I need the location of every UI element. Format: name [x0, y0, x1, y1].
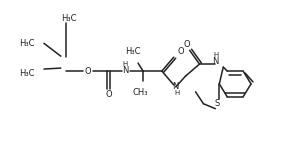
Text: H₃C: H₃C	[61, 14, 76, 23]
Text: O: O	[177, 47, 184, 56]
Text: CH₃: CH₃	[132, 88, 148, 97]
Text: H: H	[123, 61, 128, 67]
Text: N: N	[173, 82, 179, 91]
Text: N: N	[212, 57, 218, 66]
Text: S: S	[215, 99, 220, 108]
Text: H₃C: H₃C	[19, 69, 35, 77]
Text: H₃C: H₃C	[125, 47, 141, 56]
Text: H: H	[214, 52, 219, 58]
Text: H₃C: H₃C	[19, 39, 35, 48]
Text: O: O	[84, 67, 91, 76]
Text: N: N	[122, 66, 128, 75]
Text: H: H	[174, 90, 179, 96]
Text: O: O	[105, 90, 112, 99]
Text: O: O	[183, 40, 190, 49]
